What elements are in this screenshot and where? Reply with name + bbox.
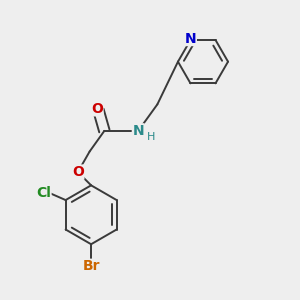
Text: N: N [132,124,144,138]
Text: Br: Br [82,259,100,273]
Text: N: N [185,32,196,46]
Text: O: O [91,102,103,116]
Text: H: H [147,132,155,142]
Text: Cl: Cl [36,186,51,200]
Text: O: O [72,165,84,179]
